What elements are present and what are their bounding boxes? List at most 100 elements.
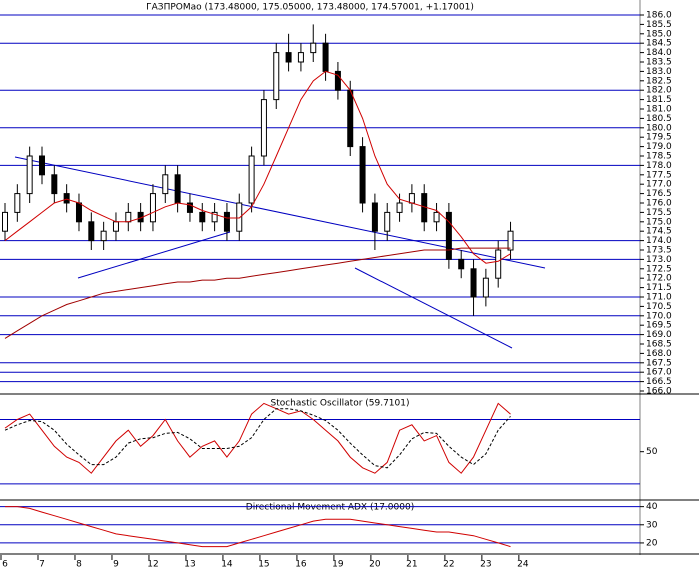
candle-body bbox=[285, 52, 292, 63]
x-tick-label: 24 bbox=[517, 560, 529, 570]
x-tick-label: 15 bbox=[258, 560, 269, 570]
y-tick-label: 40 bbox=[646, 502, 658, 512]
y-tick-label: 182.0 bbox=[646, 86, 672, 96]
y-tick-label: 185.5 bbox=[646, 20, 672, 30]
candle-body bbox=[248, 155, 255, 204]
candle-body bbox=[112, 221, 119, 232]
x-tick-label: 14 bbox=[221, 560, 233, 570]
y-tick-label: 166.5 bbox=[646, 377, 672, 387]
candle-body bbox=[51, 174, 58, 195]
candle-body bbox=[174, 174, 181, 204]
x-tick-label: 19 bbox=[332, 560, 344, 570]
candle-body bbox=[186, 202, 193, 213]
candle-body bbox=[334, 70, 341, 91]
candle-body bbox=[236, 202, 243, 232]
y-tick-label: 171.0 bbox=[646, 293, 672, 303]
panel-title: Directional Movement ADX (17.0000) bbox=[246, 503, 414, 513]
trend-line bbox=[14, 156, 546, 269]
y-tick-label: 181.5 bbox=[646, 95, 672, 105]
candle-body bbox=[26, 155, 33, 195]
y-tick-label: 185.0 bbox=[646, 29, 672, 39]
y-tick-label: 168.5 bbox=[646, 340, 672, 350]
candle-body bbox=[88, 221, 95, 242]
candle-body bbox=[371, 202, 378, 232]
candle-body bbox=[273, 52, 280, 101]
y-tick-label: 177.0 bbox=[646, 180, 672, 190]
candle-body bbox=[2, 211, 8, 232]
series-line bbox=[4, 408, 511, 469]
candle-body bbox=[100, 230, 107, 242]
x-tick-label: 23 bbox=[480, 560, 491, 570]
series-line bbox=[4, 402, 511, 474]
y-tick-label: 180.5 bbox=[646, 114, 672, 124]
y-tick-label: 20 bbox=[646, 538, 658, 548]
y-tick-label: 171.5 bbox=[646, 283, 672, 293]
candle-body bbox=[162, 174, 169, 195]
candle-body bbox=[470, 268, 477, 298]
x-tick-label: 7 bbox=[39, 560, 45, 570]
candle-body bbox=[396, 202, 403, 213]
y-tick-label: 30 bbox=[646, 520, 658, 530]
y-tick-label: 174.0 bbox=[646, 236, 672, 246]
candle-body bbox=[199, 211, 206, 223]
y-tick-label: 184.0 bbox=[646, 48, 672, 58]
y-tick-label: 178.5 bbox=[646, 152, 672, 162]
y-tick-label: 179.0 bbox=[646, 142, 672, 152]
y-tick-label: 180.0 bbox=[646, 123, 672, 133]
y-tick-label: 178.0 bbox=[646, 161, 672, 171]
candle-body bbox=[14, 193, 21, 213]
candle-body bbox=[433, 211, 440, 223]
x-tick-label: 16 bbox=[295, 560, 307, 570]
y-tick-label: 176.5 bbox=[646, 189, 672, 199]
y-tick-label: 170.0 bbox=[646, 311, 672, 321]
y-tick-label: 181.0 bbox=[646, 105, 672, 115]
candle-body bbox=[38, 155, 45, 176]
candle-body bbox=[507, 230, 514, 251]
candle-body bbox=[322, 42, 329, 72]
y-tick-label: 186.0 bbox=[646, 11, 672, 21]
candle-body bbox=[63, 193, 70, 204]
y-tick-label: 183.5 bbox=[646, 58, 672, 68]
y-tick-label: 166.0 bbox=[646, 387, 672, 397]
x-tick-label: 22 bbox=[443, 560, 454, 570]
candle-body bbox=[75, 202, 82, 223]
y-tick-label: 169.5 bbox=[646, 321, 672, 331]
y-tick-label: 172.0 bbox=[646, 274, 672, 284]
x-tick-label: 9 bbox=[113, 560, 119, 570]
y-tick-label: 183.0 bbox=[646, 67, 672, 77]
y-tick-label: 173.0 bbox=[646, 255, 672, 265]
y-tick-label: 172.5 bbox=[646, 264, 672, 274]
x-tick-label: 8 bbox=[76, 560, 82, 570]
y-tick-label: 173.5 bbox=[646, 246, 672, 256]
panel-title: Stochastic Oscillator (59.7101) bbox=[270, 399, 409, 409]
x-tick-label: 20 bbox=[369, 560, 381, 570]
candle-body bbox=[149, 193, 156, 223]
x-tick-label: 21 bbox=[406, 560, 417, 570]
candle-body bbox=[310, 42, 317, 54]
candle-body bbox=[458, 258, 465, 270]
candle-body bbox=[408, 193, 415, 204]
candle-body bbox=[495, 249, 502, 279]
chart-title: ГАЗПРОМао (173.48000, 175.05000, 173.480… bbox=[146, 3, 474, 13]
x-tick-label: 13 bbox=[184, 560, 195, 570]
candle-body bbox=[211, 211, 218, 223]
series-line bbox=[4, 70, 511, 264]
x-tick-label: 12 bbox=[147, 560, 158, 570]
y-tick-label: 167.0 bbox=[646, 368, 672, 378]
y-tick-label: 174.5 bbox=[646, 227, 672, 237]
y-tick-label: 170.5 bbox=[646, 302, 672, 312]
candle-body bbox=[260, 99, 267, 157]
candle-body bbox=[482, 277, 489, 298]
y-tick-label: 50 bbox=[646, 447, 658, 457]
series-line bbox=[4, 247, 511, 339]
y-tick-label: 176.0 bbox=[646, 199, 672, 209]
y-tick-label: 169.0 bbox=[646, 330, 672, 340]
x-tick-label: 6 bbox=[2, 560, 8, 570]
candle-body bbox=[359, 146, 366, 204]
candle-body bbox=[445, 211, 452, 260]
y-tick-label: 167.5 bbox=[646, 358, 672, 368]
trend-line bbox=[77, 231, 231, 279]
